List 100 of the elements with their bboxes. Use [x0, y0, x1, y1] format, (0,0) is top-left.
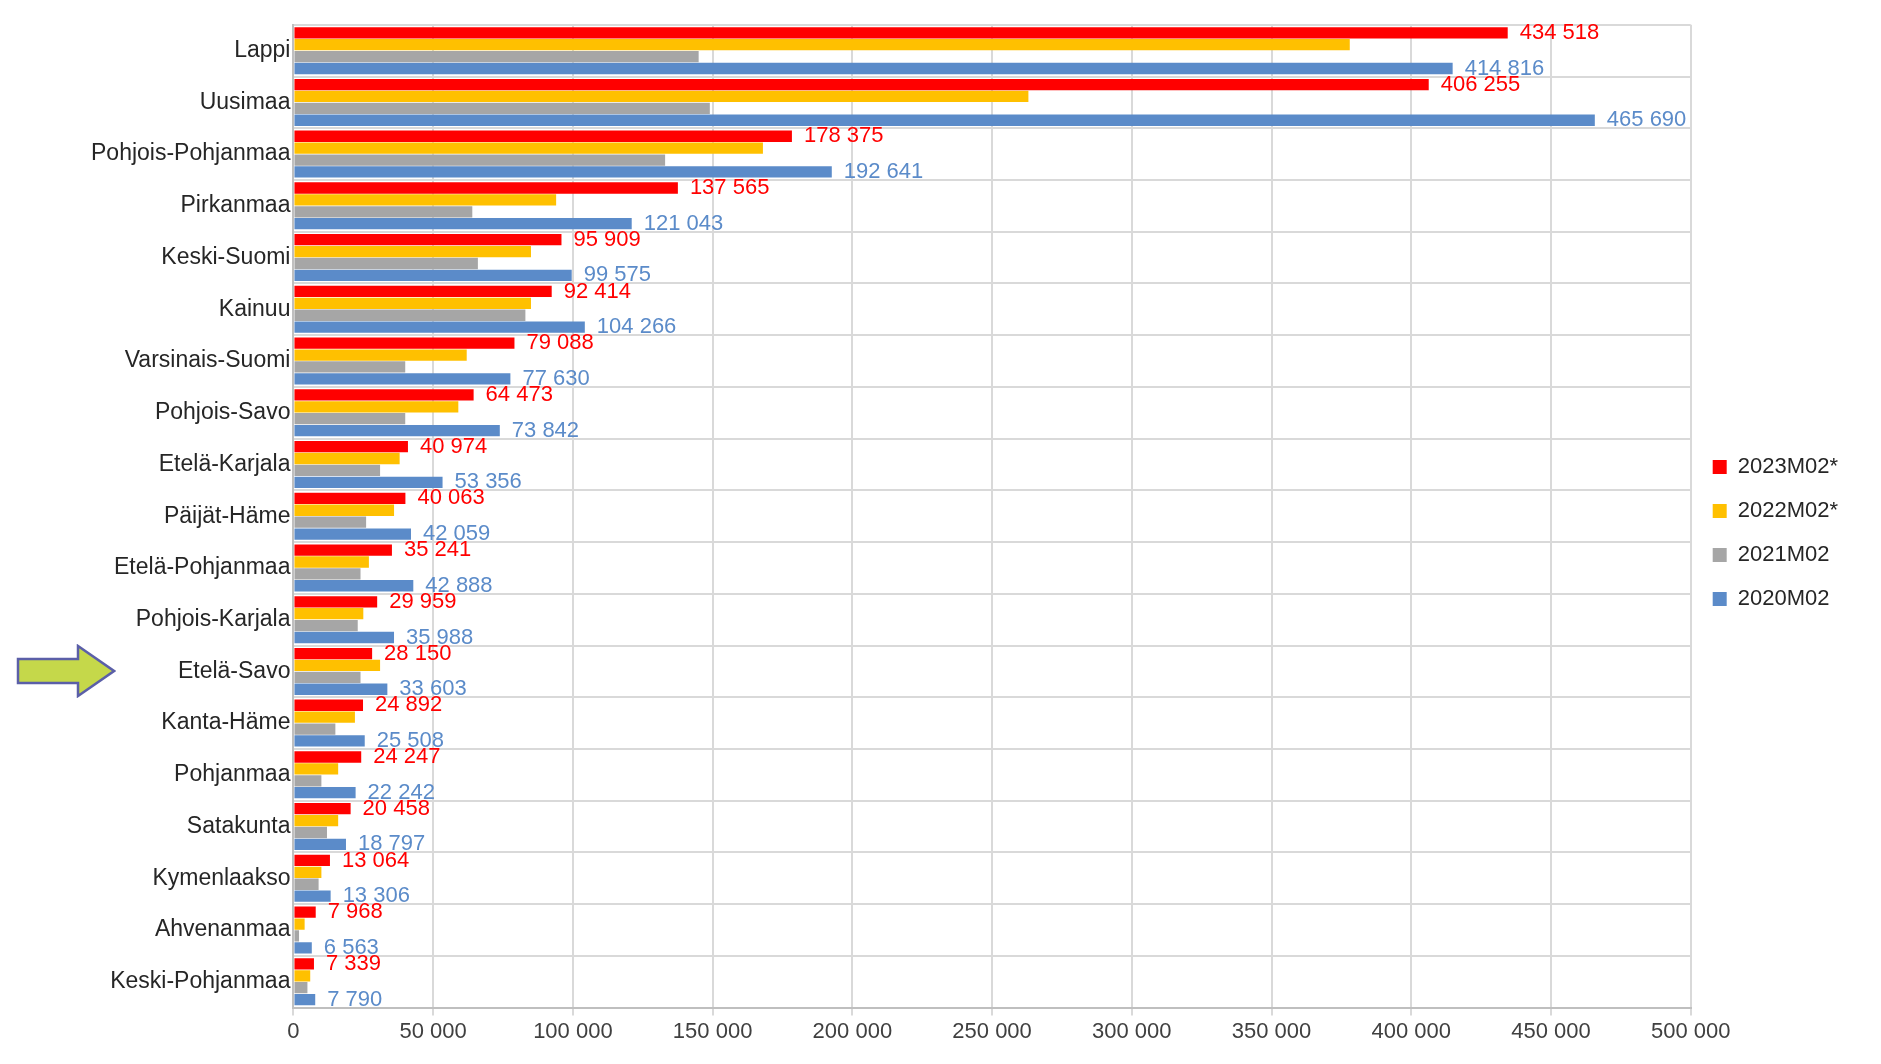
bar	[294, 234, 562, 246]
bar	[294, 751, 362, 763]
data-label: 465 690	[1606, 106, 1687, 132]
bar	[294, 361, 406, 373]
x-tick-label: 350 000	[1231, 1017, 1312, 1043]
bar	[294, 993, 316, 1006]
x-tick-label: 400 000	[1371, 1017, 1452, 1043]
bar	[294, 890, 331, 902]
bar	[294, 257, 478, 270]
bar	[294, 803, 351, 815]
data-label: 104 266	[596, 313, 677, 339]
bar	[294, 142, 763, 154]
x-tick-label: 150 000	[672, 1017, 753, 1043]
bar	[294, 723, 336, 735]
bar	[294, 826, 327, 839]
y-tick-label: Pohjois-Savo	[154, 398, 291, 425]
bar	[294, 659, 381, 672]
bar	[294, 464, 381, 477]
data-label: 73 842	[511, 416, 580, 442]
y-tick-label: Ahvenanmaa	[154, 915, 291, 942]
y-tick-label: Etelä-Karjala	[158, 449, 291, 476]
data-label: 192 641	[843, 158, 924, 184]
bar	[294, 763, 339, 775]
x-tick-label: 50 000	[399, 1017, 467, 1043]
x-tick-label: 100 000	[533, 1017, 613, 1043]
bar	[294, 683, 388, 695]
y-tick-label: Etelä-Pohjanmaa	[114, 553, 291, 580]
legend-label: 2020M02	[1737, 585, 1830, 611]
data-label: 137 565	[689, 174, 770, 200]
bar	[294, 647, 373, 660]
bar	[294, 556, 369, 568]
y-tick-label: Kanta-Häme	[161, 708, 291, 735]
y-tick-label: Keski-Pohjanmaa	[110, 967, 291, 994]
bar	[294, 130, 792, 142]
data-label: 7 790	[327, 985, 383, 1011]
bar	[294, 906, 316, 918]
bar	[294, 958, 314, 970]
bar	[294, 309, 526, 321]
y-tick-label: Pohjois-Karjala	[135, 605, 291, 631]
bar	[294, 476, 443, 488]
y-tick-label: Satakunta	[186, 811, 291, 838]
y-tick-label: Pirkanmaa	[180, 191, 291, 218]
bar	[294, 62, 1453, 75]
bar	[294, 516, 367, 528]
bar	[294, 711, 355, 723]
y-tick-label: Uusimaa	[199, 87, 291, 114]
bar	[294, 568, 361, 580]
bar	[294, 787, 356, 799]
bar	[294, 608, 364, 620]
bar	[294, 389, 474, 401]
x-tick-label: 200 000	[812, 1017, 893, 1043]
bar	[294, 671, 361, 683]
data-label: 121 043	[643, 209, 724, 235]
bar	[294, 245, 531, 258]
legend-label: 2023M02*	[1737, 453, 1839, 479]
bar	[294, 619, 358, 632]
bar	[294, 504, 395, 516]
bar	[294, 218, 632, 230]
data-label: 40 974	[419, 432, 488, 458]
bar	[294, 285, 552, 298]
bar	[294, 154, 666, 166]
bar	[294, 166, 832, 178]
y-tick-label: Päijät-Häme	[163, 501, 291, 528]
bar	[294, 401, 459, 413]
bar	[294, 194, 557, 206]
y-tick-label: Etelä-Savo	[177, 656, 291, 683]
bar	[294, 982, 308, 994]
bar	[294, 182, 678, 194]
bar	[294, 492, 406, 505]
legend-label: 2021M02	[1737, 541, 1830, 567]
y-tick-label: Pohjanmaa	[174, 760, 291, 787]
x-tick-label: 500 000	[1650, 1017, 1731, 1043]
bar	[294, 942, 312, 954]
bar	[294, 50, 699, 63]
bar	[294, 544, 392, 556]
y-tick-label: Kymenlaakso	[152, 863, 291, 890]
bar	[294, 631, 395, 644]
bar	[294, 735, 365, 747]
data-label: 434 518	[1519, 18, 1600, 44]
bar	[294, 321, 585, 333]
bar	[294, 918, 305, 930]
y-tick-label: Varsinais-Suomi	[124, 346, 291, 373]
data-label: 178 375	[803, 122, 884, 148]
y-tick-label: Kainuu	[218, 294, 291, 321]
bar	[294, 580, 414, 592]
bar	[294, 424, 500, 437]
x-tick-label: 0	[287, 1017, 300, 1043]
bar	[294, 878, 319, 890]
bar	[294, 114, 1595, 126]
bar	[294, 970, 311, 982]
bar	[294, 775, 322, 787]
x-tick-label: 450 000	[1511, 1017, 1591, 1043]
bar	[294, 39, 1350, 51]
bar	[294, 838, 346, 851]
bar	[294, 814, 339, 827]
data-label: 95 909	[573, 225, 641, 251]
y-tick-label: Lappi	[234, 36, 291, 63]
bar	[294, 866, 322, 878]
bar	[294, 930, 300, 942]
bar	[294, 90, 1029, 103]
